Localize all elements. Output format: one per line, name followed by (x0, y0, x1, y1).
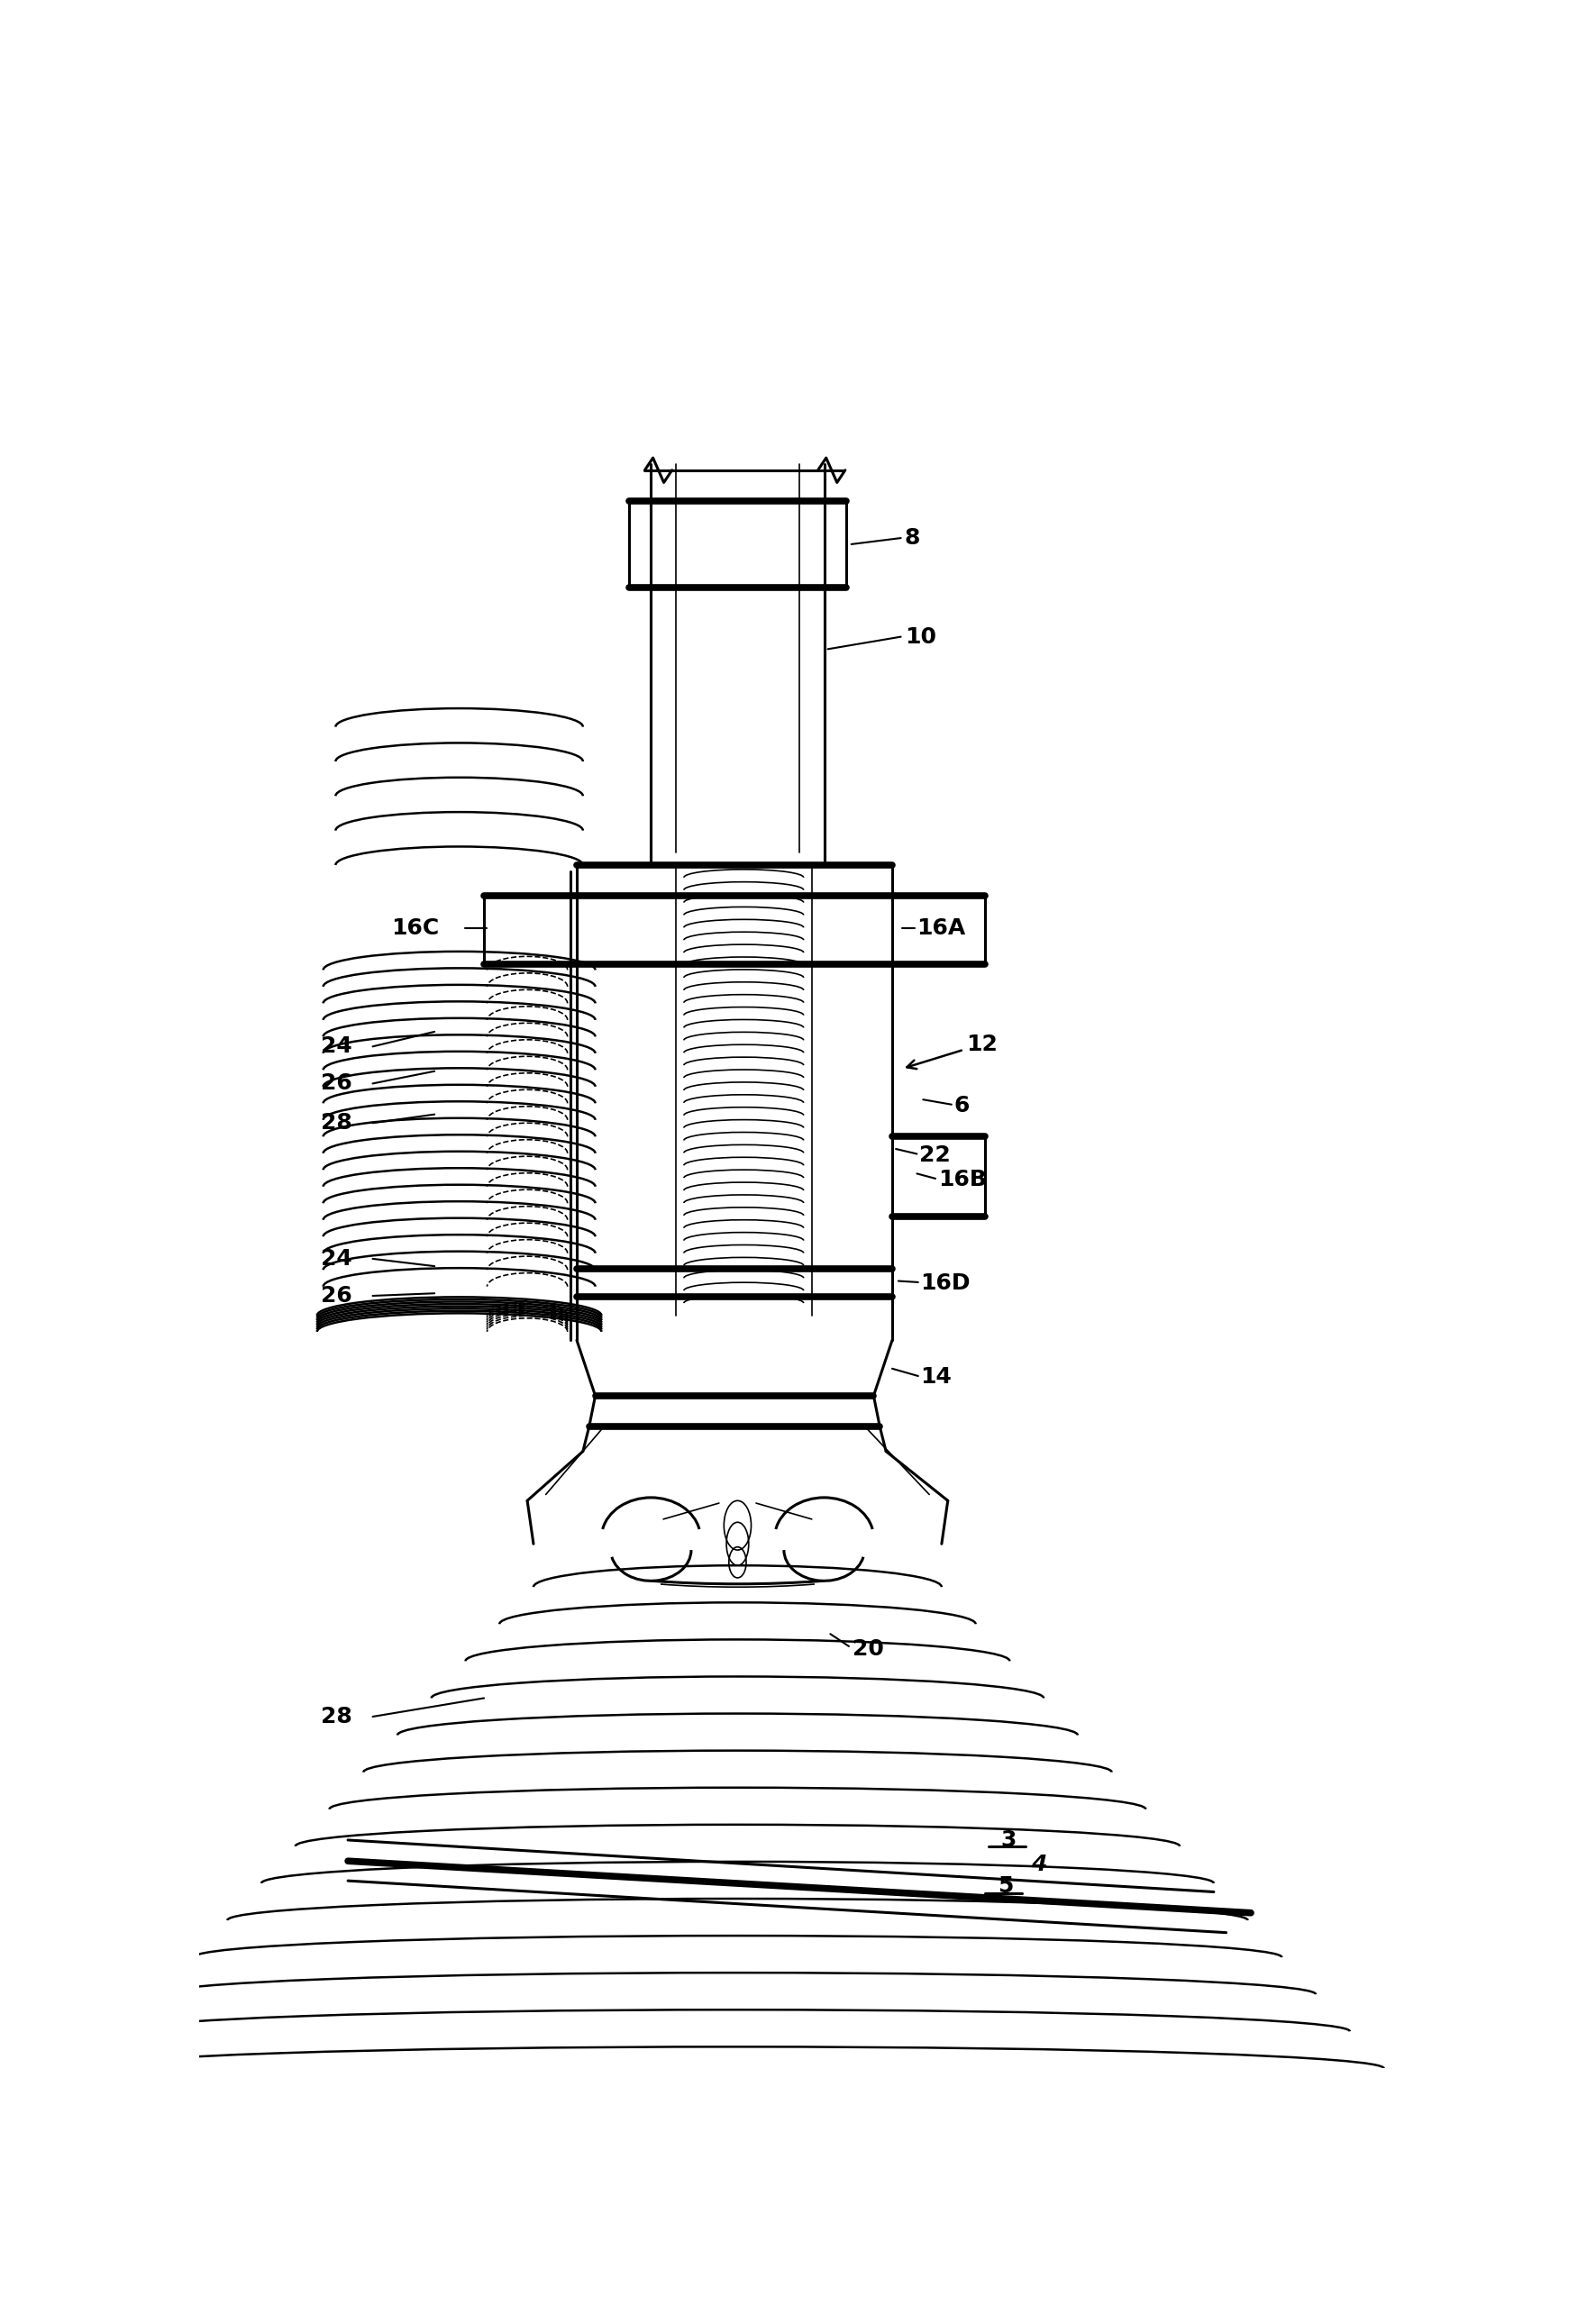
Text: 5: 5 (998, 1875, 1013, 1896)
Text: 16B: 16B (938, 1169, 986, 1190)
Text: 24: 24 (321, 1248, 353, 1269)
Text: 10: 10 (905, 625, 937, 648)
Text: 24: 24 (321, 1037, 353, 1057)
Text: 28: 28 (321, 1706, 353, 1727)
Text: 28: 28 (321, 1113, 353, 1134)
Text: 16A: 16A (916, 918, 966, 939)
Text: 3: 3 (1001, 1829, 1017, 1850)
Text: 4: 4 (1031, 1855, 1047, 1875)
Text: 16C: 16C (391, 918, 439, 939)
Text: 12: 12 (907, 1034, 998, 1069)
Text: 8: 8 (905, 528, 921, 548)
Text: 26: 26 (321, 1285, 353, 1306)
Text: 14: 14 (921, 1367, 953, 1387)
Text: 22: 22 (919, 1143, 951, 1167)
Text: 20: 20 (852, 1638, 884, 1659)
Text: 26: 26 (321, 1074, 353, 1095)
Text: 6: 6 (954, 1095, 970, 1116)
Text: 16D: 16D (921, 1274, 970, 1294)
